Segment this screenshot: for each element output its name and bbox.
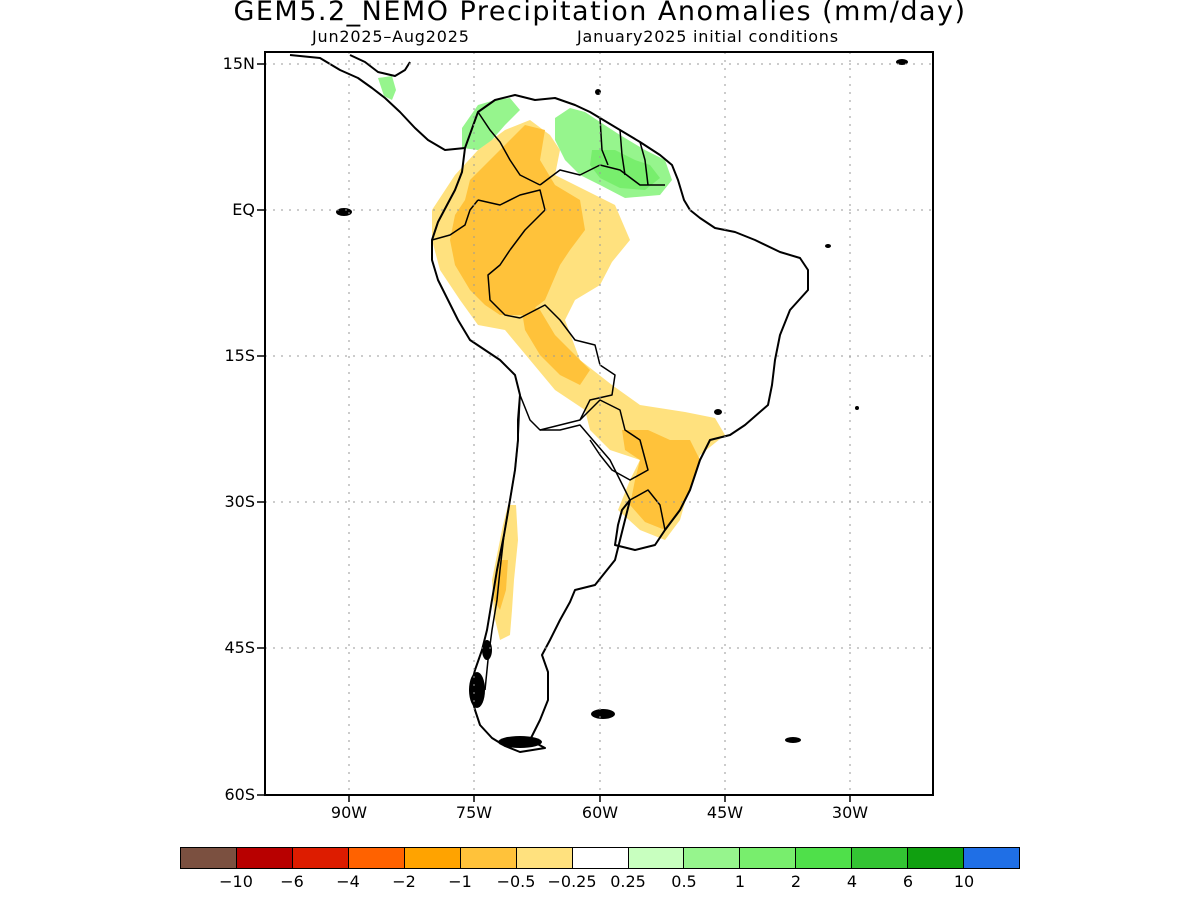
- forecast-period: Jun2025–Aug2025: [312, 27, 470, 46]
- lat-label-45s: 45S: [224, 638, 255, 657]
- border-paraguay: [579, 399, 649, 481]
- lat-label-15n: 15N: [222, 54, 255, 73]
- lat-label-eq: EQ: [232, 200, 255, 219]
- colorbar-label: −2: [392, 872, 416, 891]
- islands: [336, 59, 908, 748]
- lon-label-90w: 90W: [330, 803, 368, 822]
- colorbar-swatch: [964, 848, 1020, 868]
- colorbar-label: 0.25: [610, 872, 646, 891]
- colorbar-label: −0.25: [547, 872, 597, 891]
- central-america-coastline: [289, 54, 466, 151]
- colorbar-swatch: [572, 848, 629, 868]
- lon-label-60w: 60W: [581, 803, 619, 822]
- border-argentina-north: [540, 424, 631, 501]
- border-ecuador-peru: [431, 199, 479, 241]
- colorbar-label: −1: [448, 872, 472, 891]
- colorbar-label: −0.5: [496, 872, 536, 891]
- colorbar-label: −4: [336, 872, 360, 891]
- border-colombia-peru-brazil: [477, 189, 546, 251]
- lon-label-75w: 75W: [455, 803, 493, 822]
- colorbar-swatch: [796, 848, 853, 868]
- colorbar-label: 1: [734, 872, 746, 891]
- abrolhos-islands: [714, 409, 722, 415]
- lat-label-30s: 30S: [224, 492, 255, 511]
- central-america-north-coast: [349, 54, 411, 77]
- anomaly-region-western-amazon: [450, 125, 585, 315]
- initial-conditions: January2025 initial conditions: [577, 27, 839, 46]
- colorbar-swatch: [908, 848, 965, 868]
- anomaly-shading: [378, 76, 725, 640]
- colorbar-label: 6: [902, 872, 914, 891]
- anomaly-region-colombia-venezuela: [462, 98, 520, 150]
- colorbar-label: 2: [790, 872, 802, 891]
- colorbar-label: 4: [846, 872, 858, 891]
- border-peru-brazil: [487, 249, 521, 319]
- border-colombia-venezuela: [477, 111, 541, 186]
- lon-label-45w: 45W: [706, 803, 744, 822]
- galapagos-islands: [336, 208, 352, 216]
- colorbar-swatch: [628, 848, 685, 868]
- border-guianas: [599, 117, 649, 186]
- country-borders: [431, 111, 666, 691]
- chile-southern-archipelago: [469, 672, 485, 708]
- trindade-island: [855, 406, 859, 410]
- colorbar-swatch: [348, 848, 405, 868]
- map-title: GEM5.2_NEMO Precipitation Anomalies (mm/…: [233, 0, 967, 27]
- tierra-del-fuego: [498, 736, 542, 748]
- colorbar-swatch: [292, 848, 349, 868]
- colorbar-swatch: [236, 848, 293, 868]
- colorbar-label: −6: [280, 872, 304, 891]
- colorbar-label: 10: [953, 872, 975, 891]
- anomaly-region-central-corridor: [520, 300, 590, 385]
- colorbar-swatch: [404, 848, 461, 868]
- lat-label-60s: 60S: [224, 785, 255, 804]
- chiloe-island: [482, 640, 492, 660]
- border-uruguay: [629, 489, 666, 531]
- lon-label-30w: 30W: [831, 803, 869, 822]
- colorbar-label: 0.5: [671, 872, 697, 891]
- anomaly-region-central-america: [378, 76, 396, 100]
- lat-label-15s: 15S: [224, 346, 255, 365]
- colorbar-swatch: [460, 848, 517, 868]
- colorbar-label: −10: [219, 872, 253, 891]
- falkland-islands: [591, 709, 615, 719]
- colorbar: [180, 847, 1020, 869]
- map-frame: [264, 51, 934, 796]
- colorbar-swatch: [684, 848, 741, 868]
- colorbar-swatch: [740, 848, 797, 868]
- colorbar-swatch: [516, 848, 573, 868]
- south-georgia-island: [785, 737, 801, 743]
- anomaly-region-southern-brazil: [622, 430, 700, 530]
- colorbar-swatch: [181, 848, 237, 868]
- fernando-de-noronha: [825, 244, 831, 248]
- tick-marks: [257, 63, 851, 802]
- border-bolivia: [519, 304, 616, 431]
- colorbar-swatch: [852, 848, 909, 868]
